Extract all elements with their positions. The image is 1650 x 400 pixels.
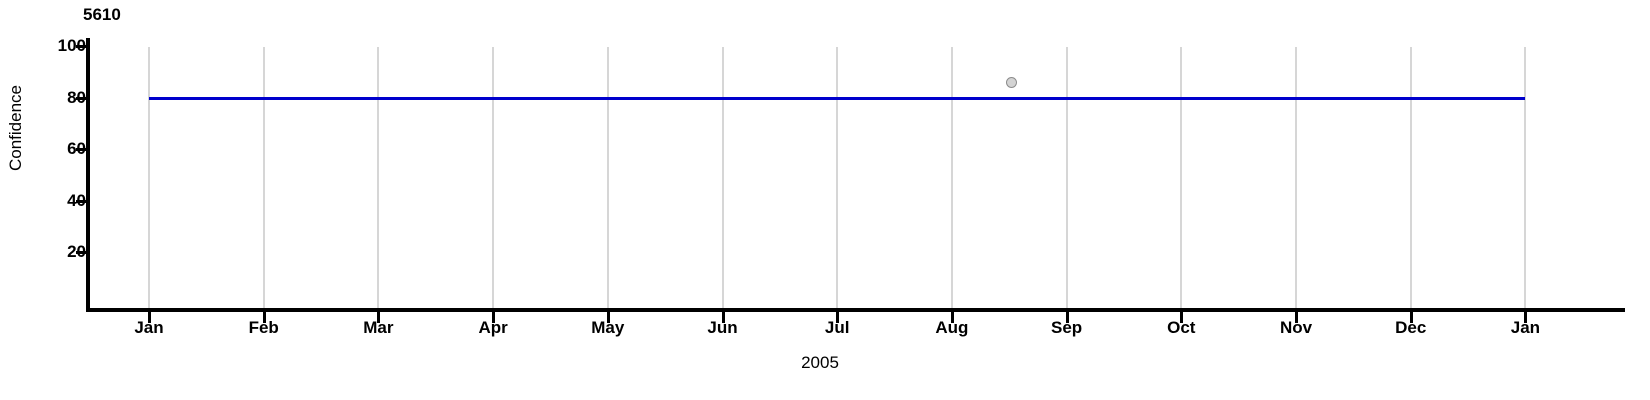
x-axis-tick	[377, 312, 381, 323]
gridline	[950, 47, 953, 308]
y-axis-tick-label: 60	[67, 139, 86, 158]
chart-title: 5610	[83, 5, 121, 24]
x-axis-tick-label: Nov	[1279, 318, 1313, 337]
x-axis-tick-label: Mar	[363, 318, 394, 337]
x-axis-tick	[721, 312, 725, 323]
gridline	[1295, 47, 1297, 308]
x-axis-title: 2005	[0, 353, 1650, 373]
x-axis-tick-label: Aug	[935, 318, 969, 337]
x-axis-tick-label: Jul	[824, 318, 850, 337]
y-axis-tick	[76, 199, 87, 203]
x-axis-tick	[836, 312, 840, 323]
y-axis-line	[86, 38, 90, 312]
y-axis-title: Confidence	[6, 85, 25, 172]
x-axis-tick	[1180, 312, 1184, 323]
x-axis-tick-label: Jan	[134, 318, 164, 337]
x-axis-title-text: 2005	[801, 353, 839, 372]
y-axis-tick-label: 20	[67, 242, 86, 261]
gridline	[1065, 47, 1068, 308]
x-axis-tick	[1065, 312, 1069, 323]
x-axis-tick-label: Dec	[1395, 318, 1427, 337]
x-axis-tick	[492, 312, 496, 323]
x-axis-tick-label: Oct	[1167, 318, 1196, 337]
gridline	[492, 47, 495, 308]
x-axis-tick-label: Jun	[707, 318, 738, 337]
y-axis-tick	[76, 148, 87, 151]
y-axis-tick	[76, 45, 87, 48]
y-axis-tick	[76, 96, 87, 100]
x-axis-tick	[148, 312, 151, 323]
gridline	[1180, 47, 1183, 308]
x-axis-tick-label: Feb	[248, 318, 279, 337]
x-axis-tick	[1409, 312, 1413, 323]
gridline	[721, 47, 724, 308]
gridline	[1409, 47, 1412, 308]
x-axis-tick	[1524, 312, 1528, 323]
y-axis-tick-label: 80	[67, 87, 86, 107]
gridline	[606, 47, 609, 308]
y-axis-tick-label: 100	[57, 36, 86, 55]
data-point[interactable]	[1006, 76, 1018, 88]
x-axis-tick-label: Sep	[1051, 318, 1083, 337]
x-axis-tick	[1295, 312, 1298, 323]
y-axis-tick-label: 40	[67, 190, 86, 210]
gridline	[836, 47, 839, 308]
gridline	[148, 47, 150, 308]
gridline	[377, 47, 380, 308]
gridline	[1524, 47, 1527, 308]
x-axis-tick-label: Jan	[1510, 318, 1541, 337]
x-axis-tick-label: May	[591, 318, 625, 337]
gridline	[262, 47, 265, 308]
x-axis-tick-label: Apr	[478, 318, 508, 337]
y-axis-tick	[76, 251, 87, 254]
x-axis-tick	[950, 312, 954, 323]
threshold-line	[149, 96, 1526, 100]
x-axis-line	[86, 308, 1625, 312]
x-axis-tick	[262, 312, 266, 323]
x-axis-tick	[606, 312, 610, 323]
